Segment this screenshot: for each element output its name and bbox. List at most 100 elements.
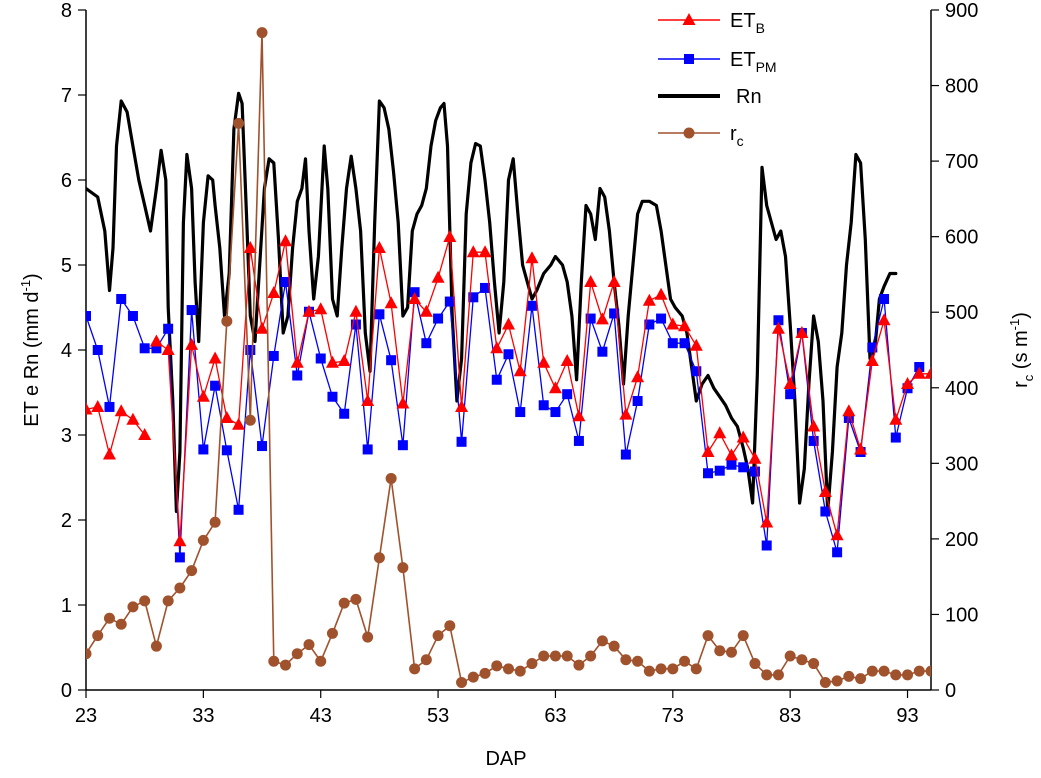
data-point-etb [619, 407, 633, 420]
y-left-tick-label: 8 [61, 0, 72, 22]
data-point-rc [596, 635, 608, 647]
data-point-etpm [421, 338, 432, 349]
data-point-etpm [726, 459, 737, 470]
data-point-rc [855, 673, 867, 685]
data-point-rc [585, 650, 597, 662]
data-point-etb [830, 528, 844, 541]
data-point-rc [103, 612, 115, 624]
x-tick-label: 33 [192, 705, 214, 727]
data-point-etb [842, 404, 856, 417]
data-point-rc [115, 618, 127, 630]
data-point-rc [362, 631, 374, 643]
y-left-tick-label: 0 [61, 680, 72, 702]
data-point-etb [431, 270, 445, 283]
legend-label-rn: Rn [736, 86, 762, 108]
data-point-rc [538, 650, 550, 662]
data-point-etb [537, 355, 551, 368]
data-point-etpm [656, 313, 667, 324]
data-point-rc [197, 534, 209, 546]
data-point-etpm [644, 319, 655, 330]
data-point-etb [912, 366, 926, 379]
data-point-etb [372, 241, 386, 253]
x-axis-label: DAP [485, 748, 526, 770]
data-point-etb [314, 302, 328, 315]
y-right-tick-label: 600 [945, 227, 978, 249]
data-point-etb [102, 447, 116, 460]
data-point-etpm [374, 309, 385, 320]
legend-label-main: Rn [736, 86, 762, 108]
data-point-rc [456, 676, 468, 688]
legend-label-main: r [730, 123, 737, 145]
y-right-tick-label: 800 [945, 76, 978, 98]
data-point-etpm [573, 435, 584, 446]
data-point-etpm [339, 408, 350, 419]
data-point-etpm [280, 277, 291, 287]
data-point-etb [689, 338, 703, 351]
data-point-rc [291, 648, 303, 660]
data-point-etpm [550, 407, 561, 418]
data-point-rc [667, 663, 679, 675]
data-point-etpm [761, 540, 772, 551]
data-point-rc [479, 667, 491, 679]
data-point-etb [91, 399, 105, 412]
data-point-etpm [703, 468, 714, 479]
x-tick-label: 73 [662, 705, 684, 727]
series-line-etb [86, 406, 146, 456]
data-point-etb [455, 399, 469, 412]
data-point-rc [737, 630, 749, 642]
legend-label-main: ET [730, 10, 756, 32]
data-point-etpm [116, 294, 127, 304]
data-point-rc [620, 654, 632, 666]
data-point-etpm [843, 413, 854, 423]
data-point-etb [232, 417, 246, 430]
y-right-tick-label: 900 [945, 0, 978, 22]
data-point-etb [337, 354, 351, 367]
data-point-etb [889, 412, 903, 425]
y-right-tick-label: 700 [945, 151, 978, 173]
data-point-etb [513, 364, 527, 377]
data-point-etpm [808, 435, 819, 446]
data-point-etb [607, 275, 621, 287]
data-point-rc [315, 655, 327, 667]
data-point-etb [361, 394, 375, 406]
data-point-etb [771, 321, 785, 334]
data-point-etb [114, 404, 128, 417]
data-point-etb [548, 381, 562, 394]
data-point-rc [526, 658, 538, 670]
data-point-etb [736, 430, 750, 443]
data-point-etb [325, 355, 339, 368]
y-right-tick-label: 400 [945, 378, 978, 400]
data-point-etpm [538, 400, 549, 411]
data-point-etpm [233, 504, 244, 515]
data-point-rc [150, 640, 162, 652]
data-point-etb [760, 515, 774, 528]
data-point-rc [385, 472, 397, 484]
y-left-tick-label: 7 [61, 85, 72, 107]
data-point-rc [174, 582, 186, 594]
data-point-etpm [257, 441, 268, 452]
data-point-rc [831, 675, 843, 687]
data-point-rc [244, 414, 256, 426]
data-point-etpm [104, 401, 115, 412]
data-point-rc [373, 552, 385, 564]
data-point-etb [666, 317, 680, 330]
data-point-rc [561, 650, 573, 662]
data-point-etb [243, 241, 257, 253]
x-tick-label: 83 [779, 705, 801, 727]
legend-label-sub: c [737, 133, 744, 149]
data-point-rc [913, 665, 925, 677]
data-point-etpm [632, 396, 643, 406]
data-point-etpm [86, 311, 91, 321]
data-point-etb [349, 304, 363, 317]
data-point-rc [714, 645, 726, 657]
data-point-etb [584, 275, 598, 287]
data-point-etpm [503, 349, 514, 360]
data-point-rc [902, 669, 914, 681]
data-point-rc [573, 659, 585, 671]
legend-label-rc: rc [730, 123, 744, 149]
y-left-tick-label: 1 [61, 595, 72, 617]
data-point-rc [409, 663, 421, 675]
series-line-etb [155, 236, 931, 542]
data-point-etpm [879, 294, 890, 304]
